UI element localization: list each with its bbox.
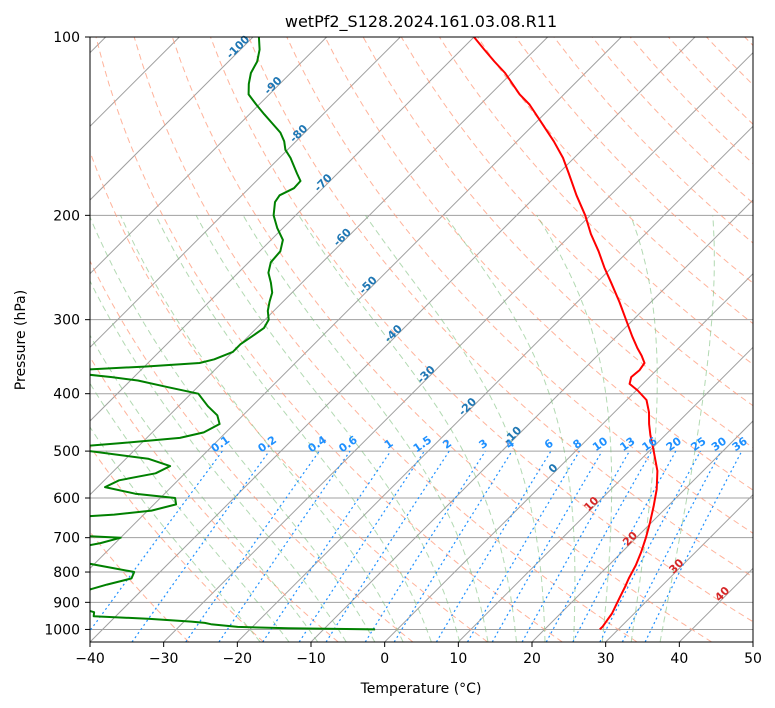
moist-adiabat-line: [536, 215, 613, 642]
moist-adiabat-line: [90, 382, 290, 642]
mixing-ratio-line: [185, 450, 320, 642]
isotherm-line: [90, 37, 475, 422]
mixing-ratio-line: [599, 450, 702, 642]
isotherm-line: [90, 37, 328, 275]
dry-adiabat-line: [90, 259, 414, 642]
mixing-ratio-line: [621, 450, 722, 642]
plot-frame: [89, 36, 754, 643]
isotherm-line: [163, 51, 753, 642]
isotherm-line: [531, 420, 753, 642]
x-tick-label: −40: [75, 651, 105, 667]
dry-adiabat-line: [90, 445, 264, 642]
moist-adiabat-line: [120, 215, 404, 642]
y-tick-label: 300: [53, 313, 80, 329]
dry-adiabat-line: [210, 37, 753, 623]
isotherm-line: [90, 37, 401, 349]
x-tick-label: −10: [296, 651, 326, 667]
x-tick-label: 40: [670, 651, 688, 667]
moist-adiabat-line: [90, 334, 319, 642]
y-tick-label: 500: [53, 444, 80, 460]
mixing-ratio-line: [572, 450, 677, 642]
isotherm-line: [236, 125, 753, 642]
mixing-ratio-line: [90, 450, 223, 632]
dry-adiabat-line: [324, 37, 753, 491]
isotherm-line: [384, 272, 753, 642]
mixing-ratio-line: [131, 450, 270, 642]
isotherm-line: [457, 346, 753, 642]
y-axis-label: Pressure (hPa): [13, 290, 29, 390]
y-tick-label: 400: [53, 387, 80, 403]
mixing-ratio-line: [466, 450, 580, 642]
x-tick-label: 50: [744, 651, 762, 667]
moist-adiabat-line: [155, 215, 432, 642]
dewpoint-line: [90, 37, 376, 631]
axes: −40 −30 −20 −10 0 10 20 30 40 50 100 200 300 400 500 60…: [44, 30, 762, 667]
dry-adiabat-line: [171, 37, 712, 642]
background-lines: [90, 37, 753, 642]
mixing-ratio-line: [644, 450, 743, 642]
y-tick-label: 200: [53, 208, 80, 224]
moist-adiabat-line: [242, 215, 489, 642]
y-tick-label: 900: [53, 595, 80, 611]
dry-adiabat-line: [286, 37, 753, 534]
mixing-ratio-line: [521, 450, 631, 642]
dry-adiabat-line: [95, 37, 563, 642]
mixing-ratio-line: [491, 450, 603, 642]
chart-title: wetPf2_S128.2024.161.03.08.R11: [285, 12, 557, 32]
dry-adiabat-line: [248, 37, 753, 578]
x-tick-label: 0: [380, 651, 389, 667]
moist-adiabat-line: [364, 215, 546, 642]
y-tick-label: 800: [53, 565, 80, 581]
moist-adiabat-line: [195, 215, 461, 642]
moist-adiabat-line: [90, 215, 376, 642]
temperature-line: [473, 37, 659, 631]
mixing-ratio-line: [364, 450, 486, 642]
moist-adiabat-line: [630, 215, 658, 642]
x-tick-label: −30: [149, 651, 179, 667]
y-tick-label: 700: [53, 531, 80, 547]
y-tick-label: 600: [53, 491, 80, 507]
moist-adiabat-line: [659, 215, 715, 642]
data-series: [90, 37, 659, 631]
isotherm-line: [605, 493, 753, 642]
mixing-ratio-line: [325, 450, 450, 642]
dry-adiabat-line: [515, 37, 753, 284]
mixing-ratio-line: [435, 450, 552, 642]
x-tick-label: −20: [223, 651, 253, 667]
x-axis-label: Temperature (°C): [360, 681, 482, 697]
x-tick-label: 10: [449, 651, 467, 667]
isotherm-line: [90, 37, 549, 496]
mixing-ratio-line: [393, 450, 513, 642]
isotherm-line: [90, 37, 696, 642]
x-tick-label: 30: [597, 651, 615, 667]
y-tick-label: 1000: [44, 622, 80, 638]
moist-adiabat-line: [298, 215, 517, 642]
moist-adiabat-line: [444, 215, 576, 642]
moist-adiabat-line: [90, 426, 261, 642]
mixing-ratio-line: [545, 450, 653, 642]
isotherm-line: [90, 37, 622, 570]
mixing-ratio-line: [298, 450, 425, 642]
x-tick-label: 20: [523, 651, 541, 667]
y-tick-label: 100: [53, 30, 80, 46]
isotherm-line: [90, 37, 254, 201]
